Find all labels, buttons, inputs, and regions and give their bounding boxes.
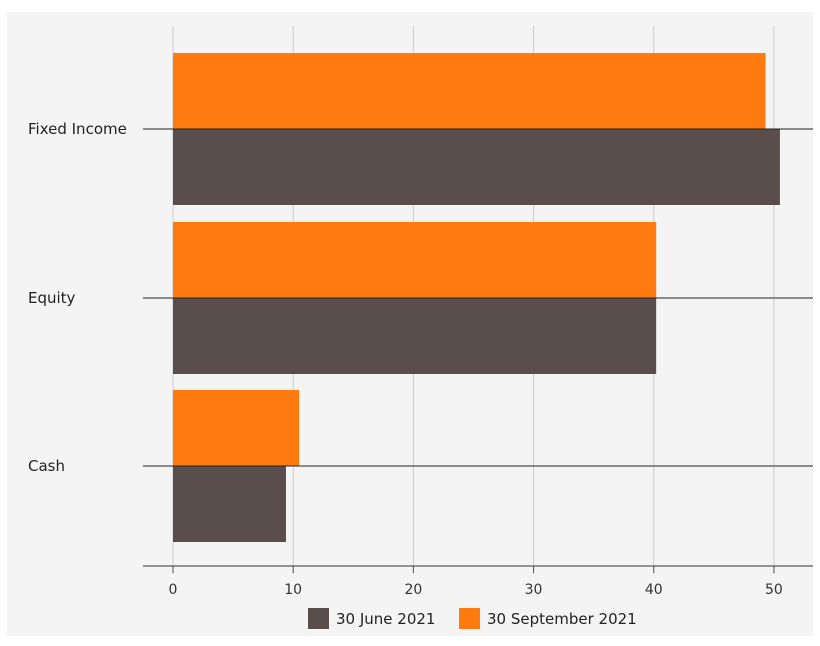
legend-label-1: 30 June 2021 (336, 610, 435, 628)
x-tick-label-40: 40 (645, 582, 663, 598)
bar-equity-s1 (173, 298, 657, 374)
legend-swatch-1 (308, 608, 329, 629)
bar-cash-s1 (173, 466, 286, 542)
bar-fixed-income-s1 (173, 129, 780, 205)
category-label-equity: Equity (28, 289, 76, 307)
category-label-fixed-income: Fixed Income (28, 120, 127, 138)
x-tick-label-30: 30 (525, 582, 543, 598)
bar-chart: 0 10 20 30 40 50 Fixed Income Equity Cash 30 Jun… (28, 26, 813, 629)
x-tick-label-50: 50 (765, 582, 783, 598)
legend-label-2: 30 September 2021 (487, 610, 637, 628)
x-tick-label-20: 20 (404, 582, 422, 598)
category-label-cash: Cash (28, 457, 65, 475)
bars (173, 53, 780, 542)
x-tick-label-0: 0 (169, 582, 178, 598)
axes (143, 128, 813, 573)
legend: 30 June 2021 30 September 2021 (308, 608, 637, 629)
bar-cash-s2 (173, 390, 300, 466)
labels: 0 10 20 30 40 50 Fixed Income Equity Cash (28, 120, 783, 598)
legend-swatch-2 (459, 608, 480, 629)
bar-equity-s2 (173, 222, 657, 298)
chart-card: 0 10 20 30 40 50 Fixed Income Equity Cash 30 Jun… (7, 12, 813, 636)
bar-fixed-income-s2 (173, 53, 766, 129)
x-tick-label-10: 10 (284, 582, 302, 598)
